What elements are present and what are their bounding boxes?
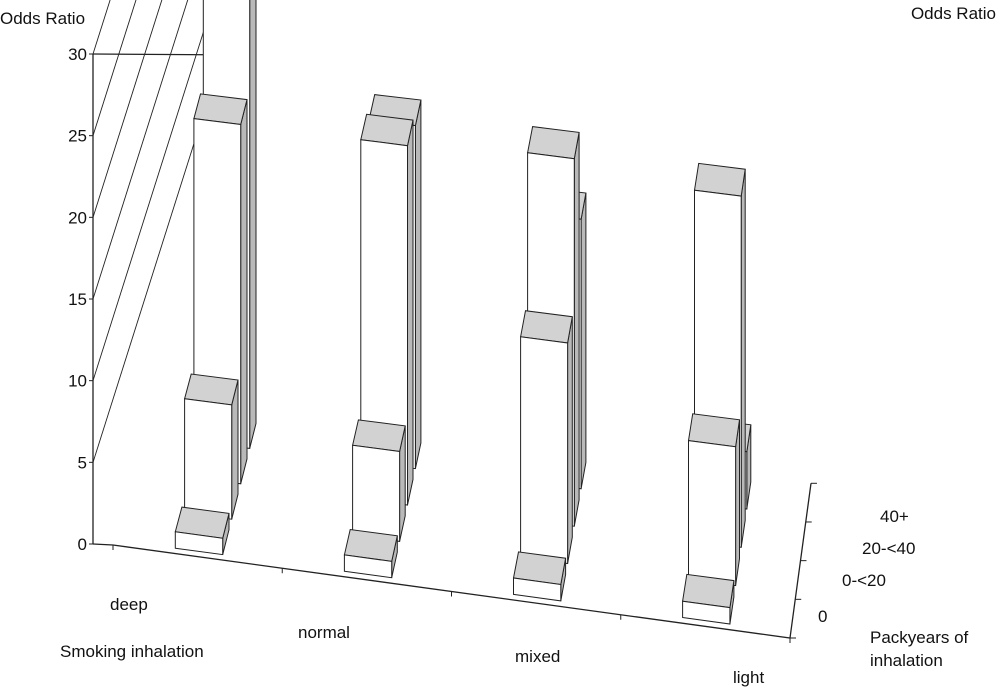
grid-layer [89, 0, 817, 643]
bar-side [573, 132, 580, 527]
bar-face [682, 600, 731, 625]
series-label-3: 40+ [880, 507, 909, 526]
bar-face [343, 554, 393, 579]
category-label-normal: normal [298, 623, 350, 642]
gridline-left-25 [92, 0, 137, 136]
bar-light-0-<20 [687, 413, 741, 587]
y-tick-label-0: 0 [78, 535, 87, 554]
bar-deep-0-<20 [183, 373, 239, 520]
bar-mixed-0 [512, 551, 567, 602]
x-axis-label: Smoking inhalation [60, 642, 204, 661]
bar-side [414, 99, 422, 469]
gridline-left-10 [92, 0, 215, 381]
bar-deep-0 [174, 506, 230, 556]
bar-face [688, 440, 737, 587]
y-tick-label-5: 5 [78, 453, 87, 472]
depth-axis-label-line2: inhalation [870, 651, 943, 670]
bar-side [249, 0, 257, 449]
y-tick-label-25: 25 [68, 127, 87, 146]
bar-mixed-0-<20 [520, 310, 573, 565]
left-axis-label: Odds Ratio [0, 9, 85, 28]
series-label-1: 0-<20 [842, 571, 886, 590]
bar-side [580, 192, 587, 489]
bar-face [184, 398, 233, 520]
bars-layer [174, 0, 752, 625]
y-tick-label-20: 20 [68, 208, 87, 227]
category-label-deep: deep [110, 595, 148, 614]
bar-normal-20-<40 [360, 113, 414, 506]
bar-face [520, 336, 569, 565]
series-label-2: 20-<40 [862, 539, 915, 558]
bar-face [513, 577, 562, 602]
bar-light-0 [682, 573, 735, 625]
gridline-left-15 [92, 0, 189, 300]
bar-normal-0-<20 [351, 419, 406, 542]
category-label-light: light [733, 668, 764, 687]
gridline-left-20 [92, 0, 163, 218]
right-axis-label: Odds Ratio [911, 4, 996, 23]
bar-side [567, 316, 573, 564]
bar-face [352, 444, 401, 542]
bar-side [407, 119, 414, 506]
bar-side [240, 99, 248, 484]
y-tick-label-10: 10 [68, 372, 87, 391]
bar-face [174, 531, 224, 556]
category-label-mixed: mixed [515, 647, 560, 666]
bar-normal-0 [343, 528, 398, 579]
series-label-0: 0 [818, 607, 827, 626]
bar-side [740, 169, 746, 548]
depth-axis-label-line1: Packyears of [870, 628, 969, 647]
y-tick-label-15: 15 [68, 290, 87, 309]
y-tick-label-30: 30 [68, 45, 87, 64]
